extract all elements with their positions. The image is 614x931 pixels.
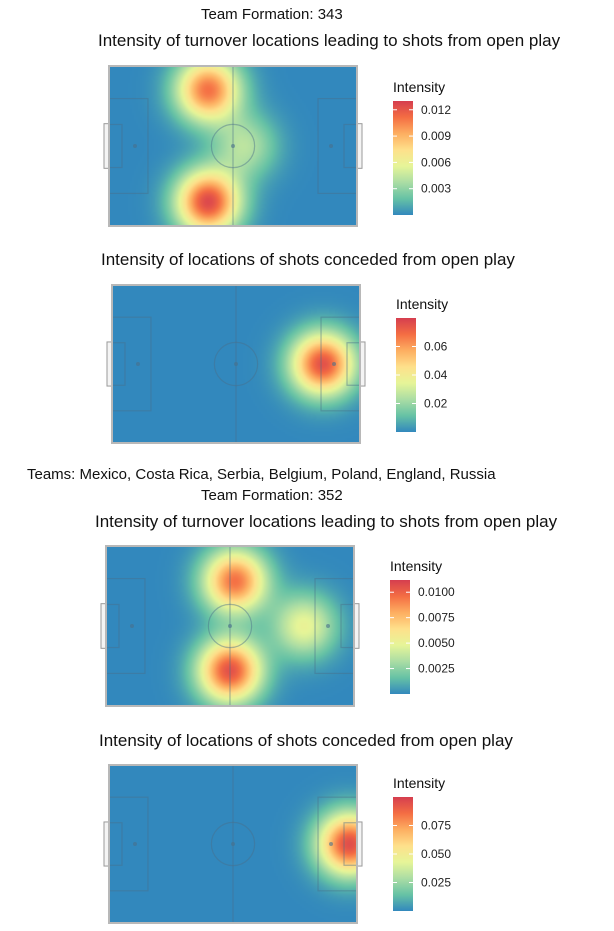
penalty-spot	[329, 144, 334, 148]
legend-tick-label: 0.0050	[418, 636, 455, 650]
penalty-spot	[329, 842, 334, 846]
chart-title: Intensity of locations of shots conceded…	[99, 731, 513, 750]
legend-tick-label: 0.003	[421, 182, 451, 196]
chart-title: Intensity of turnover locations leading …	[98, 31, 561, 50]
legend-tick-label: 0.075	[421, 819, 451, 833]
centre-spot	[231, 144, 235, 148]
penalty-spot	[132, 842, 137, 846]
centre-circle	[207, 603, 253, 649]
legend-tick-label: 0.04	[424, 368, 448, 382]
pitch	[100, 545, 360, 707]
pitch	[103, 65, 363, 227]
chart-title: Intensity of locations of shots conceded…	[101, 250, 515, 269]
chart-title: Intensity of turnover locations leading …	[95, 512, 558, 531]
pitch-border	[108, 764, 358, 924]
pitch	[106, 284, 366, 444]
pitch-border	[105, 545, 355, 707]
penalty-spot	[326, 624, 331, 628]
legend: Intensity 0.06 0.04 0.02	[396, 296, 448, 432]
legend-tick-label: 0.012	[421, 103, 451, 117]
legend-colorbar	[393, 101, 413, 215]
penalty-spot	[332, 362, 337, 366]
legend-tick-label: 0.02	[424, 397, 448, 411]
formation-heading: Team Formation: 352	[201, 487, 343, 504]
formation-heading: Team Formation: 343	[201, 6, 343, 23]
centre-circle	[213, 341, 259, 387]
centre-circle	[210, 821, 256, 867]
penalty-spot	[129, 624, 134, 628]
legend: Intensity 0.0100 0.0075 0.0050 0.0025	[390, 558, 455, 694]
legend-tick-label: 0.06	[424, 340, 448, 354]
centre-circle	[210, 123, 256, 169]
centre-spot	[234, 362, 238, 366]
legend-tick-label: 0.006	[421, 155, 451, 169]
teams-line: Teams: Mexico, Costa Rica, Serbia, Belgi…	[27, 466, 496, 483]
pitch	[103, 764, 363, 924]
penalty-spot	[132, 144, 137, 148]
legend: Intensity 0.075 0.050 0.025	[393, 775, 451, 911]
legend-title: Intensity	[393, 775, 445, 791]
legend-colorbar	[390, 580, 410, 694]
legend: Intensity 0.012 0.009 0.006 0.003	[393, 79, 451, 215]
legend-title: Intensity	[393, 79, 445, 95]
centre-spot	[228, 624, 232, 628]
legend-title: Intensity	[396, 296, 448, 312]
penalty-spot	[135, 362, 140, 366]
centre-spot	[231, 842, 235, 846]
legend-title: Intensity	[390, 558, 442, 574]
legend-tick-label: 0.0075	[418, 611, 455, 625]
pitch-border	[108, 65, 358, 227]
legend-colorbar	[393, 797, 413, 911]
legend-tick-label: 0.050	[421, 847, 451, 861]
legend-tick-label: 0.009	[421, 129, 451, 143]
pitch-border	[111, 284, 361, 444]
legend-tick-label: 0.0025	[418, 662, 455, 676]
legend-tick-label: 0.0100	[418, 585, 455, 599]
legend-tick-label: 0.025	[421, 876, 451, 890]
legend-colorbar	[396, 318, 416, 432]
